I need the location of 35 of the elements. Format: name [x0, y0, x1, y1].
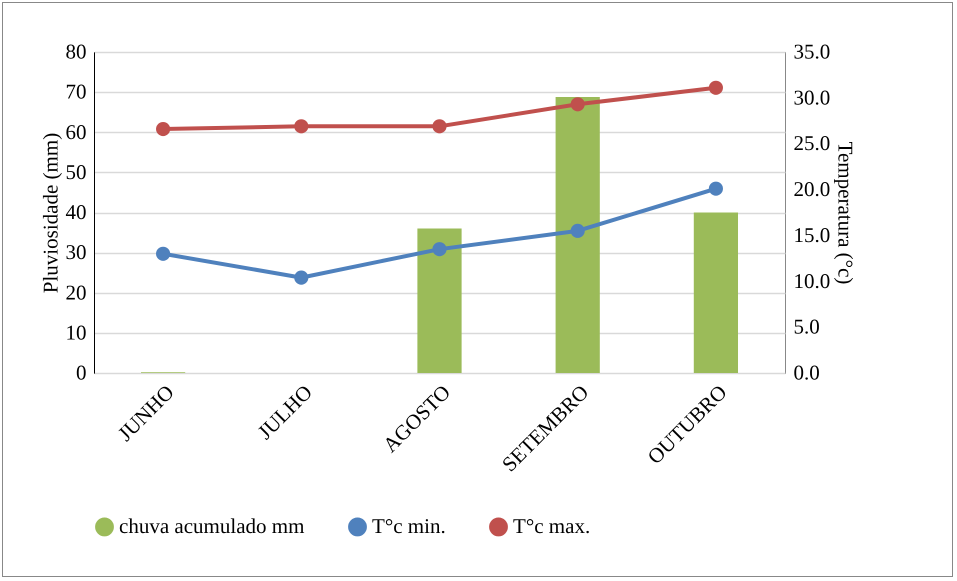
point: [570, 224, 585, 238]
y2-tick-label: 20.0: [794, 177, 830, 202]
y2-tick-label: 10.0: [794, 268, 830, 293]
bar: [694, 212, 738, 373]
point: [156, 246, 170, 261]
bar: [417, 228, 462, 373]
y2-tick-label: 25.0: [794, 131, 830, 156]
y-tick-label: 80: [66, 40, 86, 64]
y2-axis-title: Temperatura (°c): [833, 142, 858, 284]
point: [708, 80, 723, 95]
y-tick-label: 0: [76, 360, 86, 384]
y-tick-label: 60: [66, 120, 86, 144]
point: [432, 119, 447, 134]
y-tick-label: 10: [66, 320, 86, 344]
y-axis-title: Pluviosidade (mm): [38, 132, 62, 294]
y-tick-label: 20: [66, 280, 86, 304]
y-tick-label: 70: [66, 80, 86, 104]
point: [708, 182, 723, 196]
point: [294, 270, 308, 285]
legend-label: T°c max.: [513, 514, 590, 538]
y-tick-label: 50: [66, 160, 86, 184]
point: [432, 242, 447, 256]
point: [570, 97, 585, 112]
y2-tick-label: 30.0: [794, 85, 830, 110]
y2-tick-label: 0.0: [794, 360, 820, 384]
legend-label: T°c min.: [372, 514, 446, 538]
y2-tick-label: 5.0: [794, 314, 820, 339]
point: [294, 119, 308, 134]
y-tick-label: 30: [66, 240, 86, 264]
point: [156, 122, 170, 136]
y2-tick-label: 15.0: [794, 222, 830, 247]
y2-tick-label: 35.0: [794, 40, 830, 64]
legend-label: chuva acumulado mm: [119, 514, 304, 538]
bar: [556, 96, 600, 373]
y-tick-label: 40: [66, 200, 86, 224]
